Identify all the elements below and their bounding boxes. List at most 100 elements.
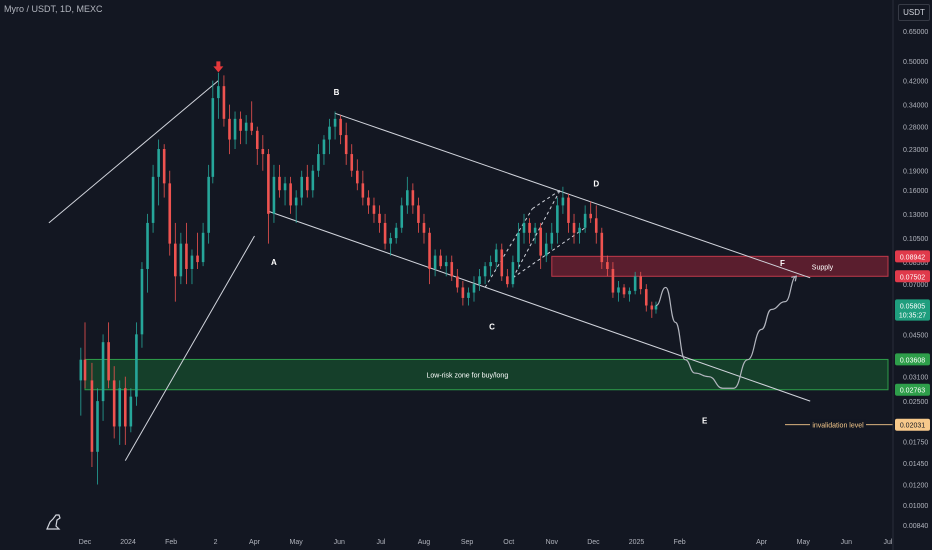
candle [394,222,398,244]
candle [644,284,648,312]
candle-body [96,401,99,452]
price-tick-label: 0.07000 [903,282,928,289]
price-label-tag [895,383,930,396]
candle [628,287,631,302]
candle-body [129,396,133,427]
candle-body [101,342,105,402]
price-tick-label: 0.00840 [903,523,928,530]
candle [344,122,348,165]
candle-body [639,276,643,290]
candle-body [533,227,537,233]
candle-body [622,287,626,295]
candle-body [433,255,437,269]
candle-body [406,190,409,206]
buy-zone [84,358,889,391]
candle-body [628,290,631,295]
price-label-text: 0.03608 [900,357,925,364]
candle [283,176,287,206]
candle [361,170,365,206]
candle [201,222,205,267]
time-tick-label: Aug [418,539,431,546]
trendlines-layer [48,80,811,461]
candle [450,255,454,281]
candle [294,190,298,223]
candle-body [118,388,122,427]
candle [112,366,116,439]
candle [151,164,155,233]
candle-body [400,205,404,228]
supply-zone [551,255,889,277]
candle [467,287,470,306]
candle-body [333,118,337,127]
time-tick-label: Nov [546,539,559,546]
candle-body [135,334,138,397]
candle [478,268,481,291]
candle-body [355,170,359,184]
candle-body [361,183,365,198]
candle [255,126,259,165]
price-label-text: 0.08942 [900,254,925,261]
candle [90,362,94,467]
candle-body [162,149,166,184]
price-tick-label: 0.23000 [903,147,928,154]
candle [389,232,392,256]
candle-body [544,243,548,256]
price-label-tag [895,353,930,366]
invalidation-label: invalidation level [812,423,864,430]
time-tick-label: Jul [884,539,893,546]
candle-body [450,262,454,277]
candle-body [522,222,526,233]
candle-body [107,342,110,381]
price-label-tag [895,270,930,283]
candle [185,222,188,285]
price-tick-label: 0.03100 [903,375,928,382]
wave-label-c: C [489,322,495,331]
candle-body [322,139,326,155]
candle [339,115,342,145]
candle-body [600,232,604,263]
candle-body [207,176,210,233]
wave-label-a: A [271,258,277,267]
candle [146,213,149,293]
time-tick-label: Jun [841,539,852,546]
candle [483,262,487,285]
candle [461,280,465,306]
price-label-tag [895,250,930,263]
candle [174,222,177,302]
currency-button[interactable]: USDT [898,4,930,21]
candle-body [339,118,342,136]
tradingview-logo[interactable] [46,514,61,530]
price-tick-label: 0.19000 [903,169,928,176]
candle [222,75,226,127]
candle-body [79,359,83,381]
candle-body [389,238,392,244]
candle-body [611,268,615,293]
supply-zone-label: Supply [812,264,834,271]
candle [572,213,576,244]
candle [129,388,133,433]
candle-body [383,222,387,244]
time-axis[interactable]: Dec 2024 Feb 2 Apr May Jun Jul Aug Sep Oct Nov Dec 20… [79,539,893,546]
candle [355,159,359,191]
wave-label-e: E [702,417,708,426]
time-tick-label: Apr [249,539,261,546]
time-tick-label: May [797,539,811,546]
time-tick-label: 2 [214,539,218,546]
candle [179,232,183,285]
candle-body [151,176,155,223]
candle [517,222,520,269]
candle-body [417,205,420,223]
candle-body [250,122,254,131]
candle [135,322,138,406]
price-tick-label: 0.08500 [903,260,928,267]
candle-body [506,276,509,285]
candle [444,255,448,277]
candle-body [196,255,199,263]
candle [196,232,199,269]
candle-body [140,268,144,335]
candle-body [267,154,270,214]
candle-body [378,213,381,223]
candle [378,205,381,233]
